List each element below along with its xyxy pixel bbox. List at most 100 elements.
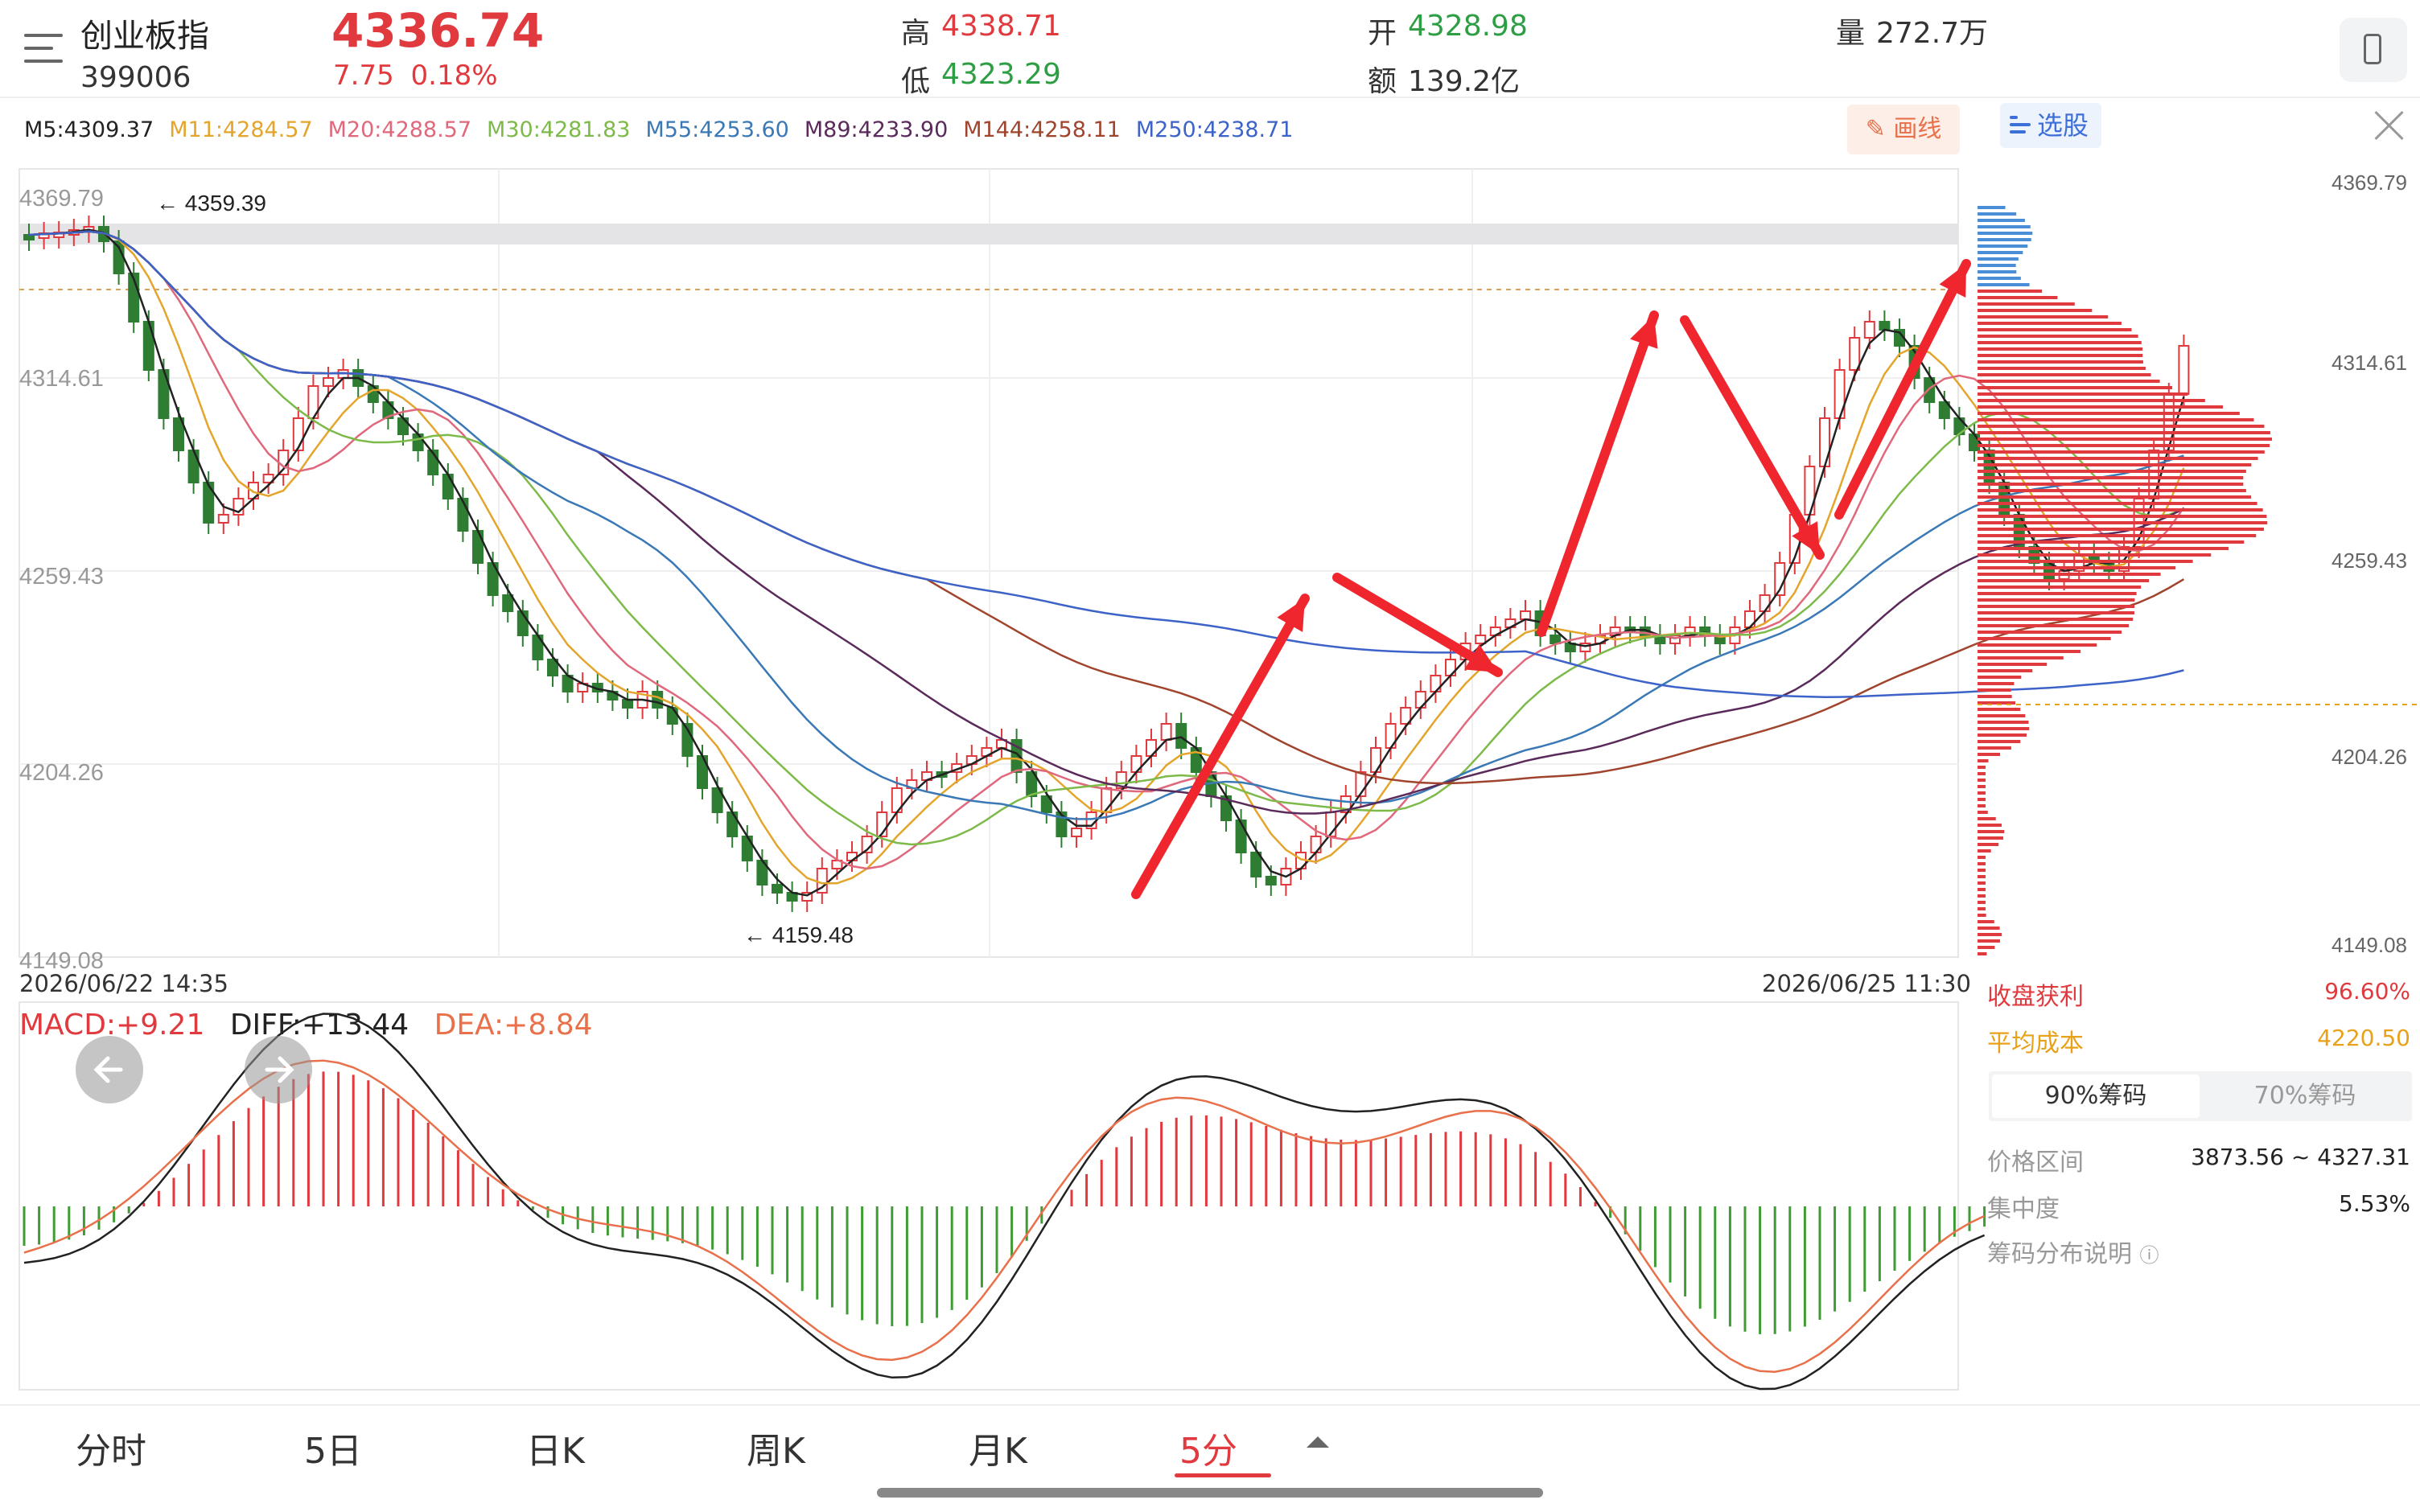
candle-body <box>666 707 678 725</box>
candle-body <box>2178 345 2190 395</box>
candle-body <box>1819 417 1830 467</box>
candle-body <box>1969 433 1980 451</box>
price-axis-label: 4204.26 <box>19 760 104 786</box>
scroll-right-button[interactable] <box>245 1036 312 1103</box>
landscape-toggle-button[interactable] <box>2340 18 2407 82</box>
amount-value: 139.2亿 <box>1408 65 1521 98</box>
candle-body <box>1475 635 1487 644</box>
ma-line <box>28 230 2185 885</box>
candle-body <box>1310 836 1322 853</box>
ma-line <box>28 230 2185 785</box>
chip-axis-label: 4149.08 <box>2332 933 2407 957</box>
low-value: 4323.29 <box>941 58 1061 91</box>
start-time: 2026/06/22 14:35 <box>19 970 228 997</box>
ma-line <box>28 230 2185 870</box>
price-axis-label: 4259.43 <box>19 564 104 590</box>
candle-body <box>203 482 215 524</box>
candle-body <box>1235 820 1247 853</box>
profit-value: 96.60% <box>2324 978 2410 1005</box>
draw-line-label: 画线 <box>1893 115 1942 143</box>
chip-axis-label: 4369.79 <box>2332 171 2407 195</box>
candle-body <box>2163 393 2175 451</box>
candle-body <box>53 232 65 238</box>
arrow-right-icon <box>265 1056 294 1083</box>
candle-body <box>1669 635 1681 644</box>
tab-5day[interactable]: 5日 <box>304 1431 362 1472</box>
open-label: 开 <box>1368 17 1397 50</box>
open-value: 4328.98 <box>1408 10 1528 43</box>
candle-body <box>1265 876 1277 885</box>
last-price: 4336.74 <box>331 3 545 58</box>
candle-body <box>622 699 633 709</box>
candle-body <box>1879 321 1891 331</box>
home-indicator <box>877 1488 1543 1498</box>
price-range-label: 价格区间 <box>1987 1148 2084 1177</box>
candle-body <box>1579 643 1591 652</box>
candle-body <box>711 787 723 813</box>
ma-legend-item: M144:4258.11 <box>963 117 1121 142</box>
candle-body <box>412 433 424 451</box>
stock-picker-button[interactable]: 选股 <box>2000 103 2101 148</box>
candle-body <box>1804 466 1816 516</box>
trend-arrow-line <box>1834 259 1971 520</box>
ma-legend-item: M30:4281.83 <box>487 117 631 142</box>
ma-legend-item: M89:4233.90 <box>804 117 949 142</box>
trend-arrow-head <box>1630 315 1658 349</box>
candle-body <box>1071 828 1082 837</box>
end-time: 2026/06/25 11:30 <box>1762 970 1971 997</box>
change-percent: 0.18% <box>410 60 498 92</box>
close-icon[interactable] <box>2373 109 2406 142</box>
arrow-left-icon <box>93 1056 123 1083</box>
tab-5min[interactable]: 5分 <box>1179 1431 1237 1472</box>
trend-arrow-head <box>1277 598 1305 632</box>
candle-body <box>1759 594 1771 612</box>
trend-arrow-head <box>1464 644 1498 672</box>
candle-body <box>502 594 514 612</box>
trend-arrow-head <box>1792 521 1820 555</box>
avg-cost-value: 4220.50 <box>2317 1025 2410 1051</box>
macd-legend: MACD:+9.21 DIFF:+13.44 DEA:+8.84 <box>19 1009 609 1042</box>
dea-line <box>23 1059 1986 1373</box>
candle-body <box>801 892 813 902</box>
dea-value: DEA:+8.84 <box>434 1009 593 1042</box>
candle-body <box>1520 610 1531 620</box>
low-annotation: ← 4159.48 <box>743 922 854 947</box>
candle-body <box>262 474 274 483</box>
kline-chart[interactable]: 4369.79 4369.79 4314.61 4314.61 4259.43 4259.… <box>0 0 2420 1415</box>
index-code: 399006 <box>80 61 191 94</box>
tab-intraday[interactable]: 分时 <box>76 1431 146 1472</box>
ma-line <box>28 228 2185 897</box>
ma-legend-item: M11:4284.57 <box>169 117 313 142</box>
stock-picker-label: 选股 <box>2037 110 2089 141</box>
price-change: 7.75 0.18% <box>333 60 498 92</box>
index-name: 创业板指 <box>80 18 209 55</box>
tab-70-chips[interactable]: 70%筹码 <box>2253 1082 2356 1110</box>
candle-body <box>217 514 229 524</box>
ma-legend-item: M250:4238.71 <box>1135 117 1294 142</box>
ma-line <box>28 230 2184 820</box>
tab-90-chips[interactable]: 90%筹码 <box>1992 1074 2200 1118</box>
candle-body <box>1938 401 1950 419</box>
candle-body <box>173 417 184 451</box>
menu-icon[interactable] <box>24 27 63 68</box>
trend-arrow-line <box>1537 310 1659 637</box>
tab-monthly-k[interactable]: 月K <box>969 1431 1027 1472</box>
candle-body <box>1863 321 1875 339</box>
ma-legend: M5:4309.37 M11:4284.57 M20:4288.57 M30:4281… <box>24 117 1308 145</box>
phone-icon <box>2364 34 2381 64</box>
ma-legend-item: M55:4253.60 <box>645 117 789 142</box>
high-annotation: ← 4359.39 <box>156 191 266 216</box>
trend-arrow-line <box>1332 573 1503 677</box>
scroll-left-button[interactable] <box>76 1036 143 1103</box>
candle-body <box>547 659 558 676</box>
caret-up-icon[interactable] <box>1307 1436 1329 1448</box>
chip-help-link[interactable]: 筹码分布说明 ⓘ <box>1987 1234 2159 1269</box>
tab-daily-k[interactable]: 日K <box>526 1431 585 1472</box>
high-label: 高 <box>901 17 931 50</box>
chip-axis-label: 4314.61 <box>2332 351 2407 375</box>
tab-weekly-k[interactable]: 周K <box>747 1431 805 1472</box>
draw-line-button[interactable]: ✎ 画线 <box>1847 105 1960 154</box>
trend-arrow-head <box>1939 264 1966 298</box>
candle-body <box>472 530 484 564</box>
volume-label: 量 <box>1836 17 1866 50</box>
